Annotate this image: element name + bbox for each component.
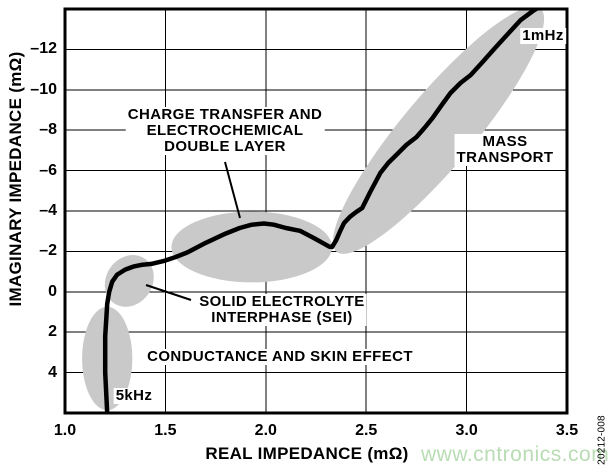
annotation-line: INTERPHASE (SEI) — [197, 310, 367, 326]
x-tick-label: 1.5 — [154, 422, 177, 439]
annotation-sei: SOLID ELECTROLYTE INTERPHASE (SEI) — [197, 293, 367, 326]
annotation-line: SOLID ELECTROLYTE — [197, 293, 367, 310]
annotation-line: CONDUCTANCE AND SKIN EFFECT — [145, 348, 415, 365]
y-tick-label: 4 — [48, 363, 57, 381]
x-tick-label: 1.0 — [53, 422, 77, 439]
y-tick-label: 0 — [48, 282, 57, 300]
annotation-conductance: CONDUCTANCE AND SKIN EFFECT — [145, 349, 415, 365]
x-tick-label: 3.5 — [555, 422, 579, 439]
y-tick-label: –8 — [39, 121, 57, 139]
x-axis-title: REAL IMPEDANCE (mΩ) — [205, 444, 409, 463]
plot-frame — [63, 7, 569, 415]
leader-lines — [145, 161, 241, 301]
region-solid-electrolyte-interphase — [104, 255, 154, 307]
impedance-curve — [102, 9, 541, 413]
region-mass-transport — [332, 9, 545, 254]
x-tick-label: 3.0 — [455, 422, 478, 439]
annotation-line: ELECTROCHEMICAL — [125, 123, 325, 139]
annotation-mass-transport: MASS TRANSPORT — [454, 134, 556, 166]
y-tick-label: –12 — [30, 40, 57, 58]
annotation-charge-transfer: CHARGE TRANSFER AND ELECTROCHEMICAL DOUB… — [125, 106, 325, 155]
annotation-line: 5kHz — [113, 387, 155, 404]
y-tick-label: –2 — [39, 242, 57, 260]
annotation-line: CHARGE TRANSFER AND — [125, 106, 325, 123]
frequency-label-1mhz: 1mHz — [520, 28, 566, 44]
watermark: www.cntronics.com — [421, 443, 610, 466]
frequency-label-5khz: 5kHz — [113, 387, 155, 404]
y-tick-label: 2 — [48, 323, 57, 341]
annotation-leader-line — [145, 284, 192, 301]
figure-code: 20212-008 — [596, 415, 608, 465]
y-tick-label: –6 — [39, 161, 57, 179]
y-tick-label: –10 — [30, 80, 57, 98]
annotation-leader-line — [224, 161, 241, 219]
annotation-line: MASS — [454, 134, 556, 150]
x-tick-label: 2.5 — [355, 422, 378, 439]
y-tick-label: –4 — [39, 202, 57, 219]
annotation-line: 1mHz — [520, 27, 566, 44]
x-tick-label: 2.0 — [254, 422, 277, 439]
y-axis-title: IMAGINARY IMPEDANCE (mΩ) — [6, 51, 25, 307]
annotation-line: DOUBLE LAYER — [125, 139, 325, 155]
annotation-line: TRANSPORT — [454, 149, 556, 166]
